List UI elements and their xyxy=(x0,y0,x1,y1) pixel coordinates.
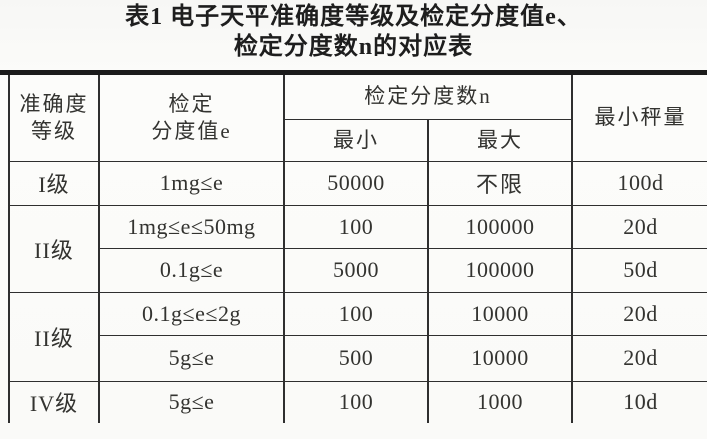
cell-n-min: 50000 xyxy=(283,160,429,206)
table-title-line2: 检定分度数n的对应表 xyxy=(233,34,474,60)
cell-min-capacity: 20d xyxy=(571,291,707,336)
cell-min-capacity: 100d xyxy=(571,160,707,206)
cell-n-max: 1000 xyxy=(427,380,573,423)
cell-e-range: 5g≤e xyxy=(98,334,285,382)
table-row: II级 0.1g≤e≤2g 100 10000 20d xyxy=(8,291,707,382)
table-row: 0.1g≤e 5000 100000 50d xyxy=(9,247,707,293)
cell-n-max: 10000 xyxy=(427,334,573,382)
table-row: I级 1mg≤e 50000 不限 100d xyxy=(8,160,707,206)
cell-grade: II级 xyxy=(8,204,100,293)
cell-n-max: 10000 xyxy=(427,291,573,336)
cell-n-min: 100 xyxy=(283,204,429,249)
header-min-capacity: 最小秤量 xyxy=(571,75,707,162)
cell-grade: IV级 xyxy=(8,380,100,423)
table-row: II级 1mg≤e≤50mg 100 100000 20d xyxy=(8,204,707,293)
accuracy-grade-table: 准确度 等级 检定 分度值e 检定分度数n 最小秤量 最小 最大 I级 1mg≤… xyxy=(8,75,707,423)
header-accuracy-grade-line2: 等级 xyxy=(31,118,77,143)
cell-grade: I级 xyxy=(8,160,100,206)
header-division-value-line1: 检定 xyxy=(168,91,215,116)
cell-e-range: 1mg≤e xyxy=(98,160,285,206)
cell-e-range: 0.1g≤e xyxy=(98,247,285,293)
header-division-value-e: 检定 分度值e xyxy=(98,75,285,162)
cell-min-capacity: 20d xyxy=(571,204,707,249)
header-accuracy-grade: 准确度 等级 xyxy=(8,75,100,162)
table-title-line1: 表1 电子天平准确度等级及检定分度值e、 xyxy=(125,4,582,30)
cell-grade: II级 xyxy=(8,291,100,382)
cell-e-range: 1mg≤e≤50mg xyxy=(98,204,285,249)
header-division-number-n: 检定分度数n xyxy=(283,75,573,120)
cell-min-capacity: 20d xyxy=(571,334,707,382)
cell-n-max: 不限 xyxy=(427,160,573,206)
table-title: 表1 电子天平准确度等级及检定分度值e、 检定分度数n的对应表 xyxy=(0,2,707,62)
cell-e-range: 0.1g≤e≤2g xyxy=(98,291,285,336)
cell-n-max: 100000 xyxy=(427,204,573,249)
thick-top-rule xyxy=(0,70,707,75)
table-row: 5g≤e 500 10000 20d xyxy=(9,334,707,382)
cell-n-max: 100000 xyxy=(427,247,573,293)
cell-min-capacity: 10d xyxy=(571,380,707,423)
cell-n-min: 5000 xyxy=(283,247,429,293)
header-division-value-line2: 分度值e xyxy=(151,118,232,143)
header-n-min: 最小 xyxy=(283,118,429,162)
header-row-2: 最小 最大 xyxy=(9,118,707,162)
header-row-1: 准确度 等级 检定 分度值e 检定分度数n 最小秤量 xyxy=(8,75,707,162)
header-n-max: 最大 xyxy=(427,118,573,162)
table-row: IV级 5g≤e 100 1000 10d xyxy=(8,380,707,423)
header-accuracy-grade-line1: 准确度 xyxy=(19,91,89,116)
cell-n-min: 100 xyxy=(283,291,429,336)
cell-n-min: 500 xyxy=(283,334,429,382)
cell-e-range: 5g≤e xyxy=(98,380,285,423)
cell-n-min: 100 xyxy=(283,380,429,423)
cell-min-capacity: 50d xyxy=(571,247,707,293)
